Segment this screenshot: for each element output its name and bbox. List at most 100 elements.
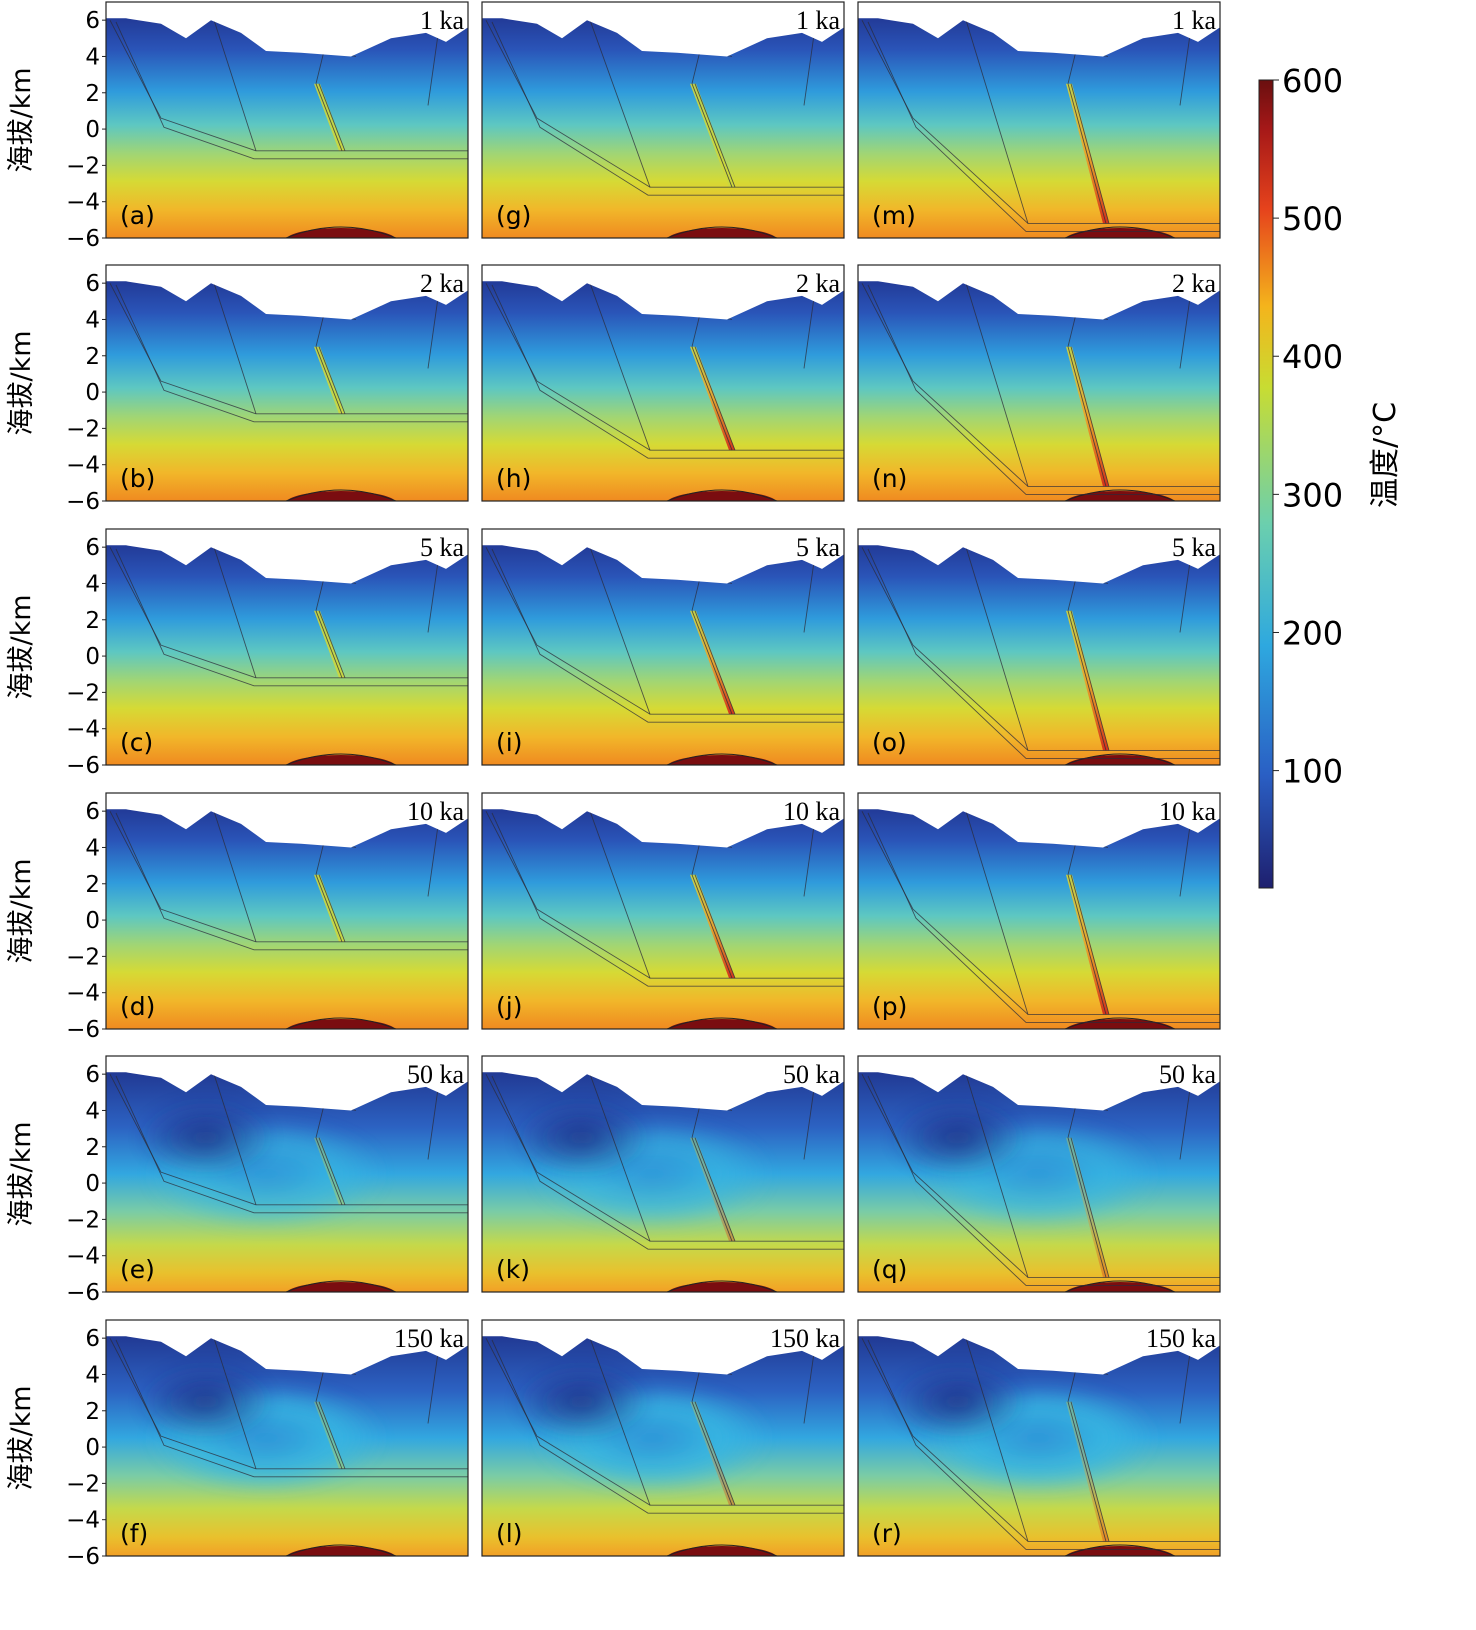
detachment-fault-lower — [491, 812, 844, 987]
heated-fault-zone — [1066, 610, 1109, 751]
detachment-fault — [109, 1073, 468, 1206]
magma-chamber-heat — [597, 166, 844, 238]
magma-chamber-outline — [1064, 1544, 1176, 1556]
detachment-fault-lower — [115, 1075, 468, 1214]
panel-j: (j) 10 ka — [481, 792, 845, 1030]
magma-chamber-core — [1065, 1546, 1175, 1556]
normal-fault-1 — [965, 1338, 1029, 1542]
heated-fault-zone — [690, 610, 735, 715]
detachment-fault — [109, 1337, 468, 1470]
normal-fault-2 — [1067, 1137, 1107, 1278]
magma-chamber-heat — [622, 1496, 822, 1556]
magma-chamber-heat — [612, 1232, 832, 1292]
panel-frame — [105, 264, 469, 502]
panel-i: (i) 5 ka — [481, 528, 845, 766]
detachment-fault — [485, 810, 844, 979]
normal-fault-2 — [1067, 346, 1107, 487]
panel-a: (a) 1 ka — [105, 1, 469, 239]
panel-frame — [481, 528, 845, 766]
panel-frame — [481, 792, 845, 1030]
normal-fault-2 — [691, 610, 733, 715]
y-tick-label: 4 — [85, 307, 100, 333]
normal-fault-3 — [1179, 1088, 1191, 1160]
magma-chamber-outline — [1064, 1280, 1176, 1292]
time-label: 150 ka — [394, 1324, 465, 1353]
y-tick-label: 0 — [85, 644, 100, 670]
y-tick-label: −4 — [66, 1244, 100, 1270]
y-tick-label: 4 — [85, 835, 100, 861]
normal-fault-3 — [1179, 1352, 1191, 1424]
panel-label: (b) — [120, 464, 155, 493]
colorbar-tick-label: 300 — [1282, 476, 1343, 514]
panel-c: (c) 5 ka — [105, 528, 469, 766]
time-label: 2 ka — [796, 269, 841, 298]
panel-label: (l) — [496, 1519, 522, 1548]
panel-label: (j) — [496, 992, 522, 1021]
panel-g: (g) 1 ka — [481, 1, 845, 239]
detachment-fault — [109, 19, 468, 152]
normal-fault-3 — [1179, 561, 1191, 633]
y-tick-label: 0 — [85, 908, 100, 934]
normal-fault-2-edge — [318, 83, 346, 152]
y-tick-label: 0 — [85, 380, 100, 406]
panel-label: (n) — [872, 464, 907, 493]
heated-fault-zone — [690, 346, 735, 451]
detachment-fault-lower — [867, 548, 1220, 759]
magma-chamber-outline — [666, 1017, 778, 1029]
colorbar-ramp — [1258, 79, 1274, 889]
y-tick-label: 6 — [85, 271, 100, 297]
magma-chamber-outline — [666, 753, 778, 765]
colorbar-tick-label: 200 — [1282, 614, 1343, 652]
normal-fault-2 — [1067, 83, 1107, 224]
normal-fault-1 — [213, 1338, 257, 1469]
detachment-fault — [485, 546, 844, 715]
y-axis-labels: 6 4 2 0 −2 −4 −6 海拔/km 6 4 2 0 −2 −4 −6 海拔/km 6 4 2 0 −2 −4 −6… — [6, 8, 106, 1570]
normal-fault-1 — [965, 283, 1029, 487]
magma-chamber-outline — [285, 1544, 397, 1556]
y-tick-label: 2 — [85, 344, 100, 370]
heated-fault-zone — [1066, 346, 1109, 487]
panel-grid: (a) 1 ka (b) 2 ka (c) 5 ka (d) 10 ka (e) 50 ka (f)… — [105, 1, 1221, 1557]
y-tick-label: 2 — [85, 872, 100, 898]
panel-label: (o) — [872, 728, 907, 757]
y-tick-label: 4 — [85, 1098, 100, 1124]
y-tick-label: 2 — [85, 608, 100, 634]
normal-fault-1 — [589, 283, 651, 451]
colorbar: 100 200 300 400 500 600 温度/°C — [1258, 62, 1403, 889]
detachment-fault — [861, 810, 1220, 1015]
y-tick-label: −4 — [66, 717, 100, 743]
normal-fault-2 — [315, 874, 343, 943]
normal-fault-2 — [1067, 874, 1107, 1015]
y-axis-label: 海拔/km — [6, 67, 37, 172]
detachment-fault — [861, 1337, 1220, 1542]
magma-chamber-core — [667, 1546, 777, 1556]
panel-f: (f) 150 ka — [105, 1319, 469, 1557]
magma-chamber-core — [1065, 1282, 1175, 1292]
panel-label: (q) — [872, 1255, 907, 1284]
normal-fault-2 — [1067, 610, 1107, 751]
detachment-fault-lower — [491, 548, 844, 723]
panel-frame — [105, 1319, 469, 1557]
time-label: 2 ka — [1172, 269, 1217, 298]
normal-fault-2-edge — [1070, 346, 1110, 487]
detachment-fault — [861, 546, 1220, 751]
normal-fault-3 — [1179, 297, 1191, 369]
magma-chamber-heat — [216, 693, 466, 765]
time-label: 150 ka — [770, 1324, 841, 1353]
detachment-fault — [109, 546, 468, 679]
y-tick-label: −4 — [66, 190, 100, 216]
normal-fault-1 — [213, 283, 257, 414]
panel-frame — [105, 1055, 469, 1293]
detachment-fault — [861, 19, 1220, 224]
normal-fault-2 — [315, 346, 343, 415]
y-tick-label: 6 — [85, 8, 100, 34]
magma-chamber-core — [667, 491, 777, 501]
panel-h: (h) 2 ka — [481, 264, 845, 502]
normal-fault-2-edge — [694, 346, 736, 451]
y-tick-label: 6 — [85, 1062, 100, 1088]
magma-chamber-heat — [597, 693, 844, 765]
detachment-fault — [485, 19, 844, 188]
cold-block — [888, 1097, 1028, 1178]
y-tick-label: 4 — [85, 1362, 100, 1388]
heated-fault-zone — [314, 610, 345, 678]
